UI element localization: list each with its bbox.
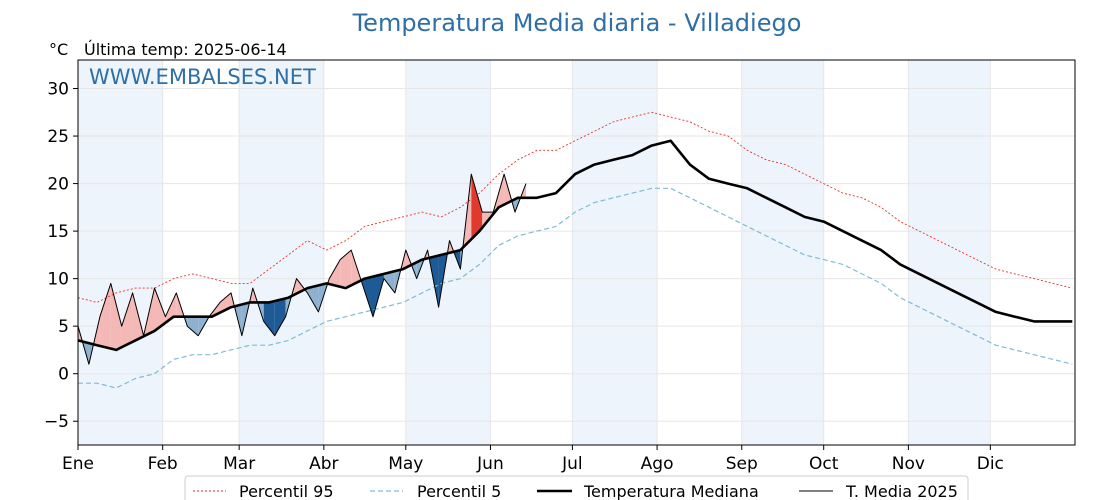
month-shade: [741, 60, 824, 445]
y-tick-label: 20: [47, 175, 69, 195]
legend: Percentil 95 Percentil 5 Temperatura Med…: [184, 475, 969, 500]
fill-above-median: [471, 174, 483, 240]
x-tick-label: Sep: [726, 454, 758, 474]
fill-above-median: [99, 283, 111, 349]
unit-label: °C: [49, 40, 68, 59]
month-shade: [572, 60, 658, 445]
month-shade: [239, 60, 324, 445]
y-axis: −5 0 5 10 15 20 25 30: [44, 80, 78, 432]
fill-above-median: [154, 288, 166, 331]
fill-below-median: [307, 285, 319, 312]
fill-above-median: [121, 292, 133, 348]
y-tick-label: 30: [47, 80, 69, 100]
fill-above-median: [329, 259, 341, 287]
legend-label-p5: Percentil 5: [417, 482, 501, 500]
line-t-media-2025: [77, 173, 527, 365]
fill-below-median: [383, 271, 395, 293]
line-temperatura-mediana: [77, 139, 1073, 352]
y-tick-label: 15: [47, 222, 69, 242]
y-tick-label: 10: [47, 270, 69, 290]
line-percentil-5: [78, 187, 1073, 389]
y-tick-label: −5: [44, 412, 69, 432]
x-tick-label: Ago: [641, 454, 674, 474]
x-tick-label: Jul: [561, 454, 583, 474]
plot-frame: [77, 59, 1076, 446]
x-tick-label: Dic: [977, 454, 1004, 474]
x-tick-label: Jun: [476, 454, 504, 474]
x-tick-label: Ene: [62, 454, 94, 474]
line-percentil-95: [77, 111, 1073, 303]
month-shade: [908, 60, 991, 445]
watermark: WWW.EMBALSES.NET: [89, 65, 316, 89]
y-tick-label: 25: [47, 127, 69, 147]
month-shade: [78, 60, 163, 445]
fill-below-median: [362, 276, 374, 317]
fill-below-median: [187, 316, 199, 336]
month-shading: [78, 60, 991, 445]
fill-above-median: [165, 292, 177, 323]
x-axis: Ene Feb Mar Abr May Jun Jul Ago Sep Oct Nov Dic: [62, 445, 1004, 474]
y-tick-label: 5: [58, 317, 69, 337]
chart-title: Temperatura Media diaria - Villadiego: [352, 9, 802, 37]
legend-label-median: Temperatura Mediana: [583, 482, 759, 500]
legend-box: [184, 475, 969, 500]
y-tick-label: 0: [58, 365, 69, 385]
x-tick-label: Nov: [892, 454, 925, 474]
x-tick-label: May: [388, 454, 423, 474]
fill-above-median: [340, 250, 352, 287]
x-tick-label: Feb: [148, 454, 178, 474]
x-tick-label: Oct: [809, 454, 839, 474]
fill-below-median: [263, 301, 275, 336]
fill-above-median: [110, 283, 122, 349]
x-tick-label: Mar: [223, 454, 255, 474]
legend-label-p95: Percentil 95: [239, 482, 334, 500]
series-lines: [77, 111, 1073, 389]
legend-label-2025: T. Media 2025: [845, 482, 958, 500]
fill-below-median: [274, 298, 286, 336]
x-tick-label: Abr: [309, 454, 338, 474]
last-temp-label: Última temp: 2025-06-14: [84, 40, 287, 59]
